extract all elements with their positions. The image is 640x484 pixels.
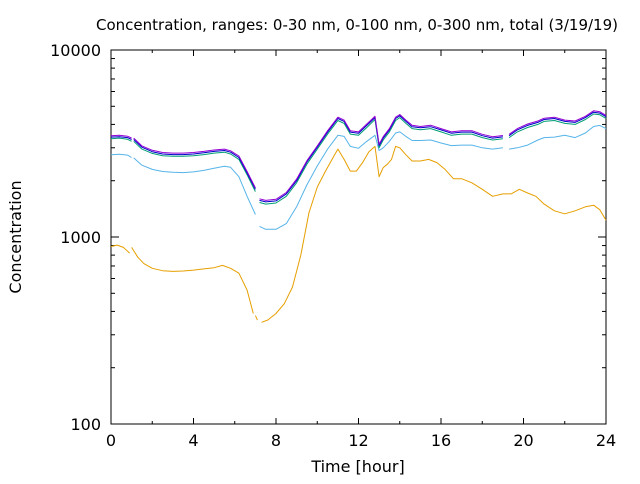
x-tick-label: 8 bbox=[271, 431, 281, 450]
series-2-line-segment bbox=[133, 140, 256, 192]
x-tick-label: 4 bbox=[188, 431, 198, 450]
series-1-line-segment bbox=[509, 124, 607, 150]
series-4-line-segment bbox=[259, 114, 503, 201]
series-2-line-segment bbox=[259, 117, 503, 205]
plot-frame bbox=[110, 49, 607, 425]
series-0-line-segment bbox=[131, 247, 254, 314]
series-4-line-segment bbox=[508, 110, 607, 135]
x-tick-label: 16 bbox=[431, 431, 451, 450]
y-tick-label: 100 bbox=[70, 415, 101, 434]
series-3-line-segment bbox=[259, 115, 503, 203]
series-0-line-segment bbox=[254, 315, 258, 321]
series-4-line-segment bbox=[110, 134, 132, 139]
chart-title: Concentration, ranges: 0-30 nm, 0-100 nm… bbox=[96, 16, 618, 34]
y-tick-label: 1000 bbox=[60, 228, 101, 247]
series-lines bbox=[110, 110, 607, 323]
x-axis-label: Time [hour] bbox=[310, 457, 404, 476]
series-2-line-segment bbox=[508, 113, 607, 139]
series-3-line-segment bbox=[133, 139, 256, 190]
series-4-line-segment bbox=[133, 137, 256, 189]
series-3-line-segment bbox=[110, 136, 132, 140]
x-tick-label: 20 bbox=[513, 431, 533, 450]
series-1-line-segment bbox=[259, 131, 503, 230]
series-1-line-segment bbox=[110, 153, 132, 158]
x-tick-label: 12 bbox=[348, 431, 368, 450]
y-axis-label: Concentration bbox=[6, 180, 25, 293]
x-tick-label: 0 bbox=[106, 431, 116, 450]
series-3-line-segment bbox=[508, 111, 607, 137]
y-tick-label: 10000 bbox=[50, 41, 101, 60]
x-tick-label: 24 bbox=[596, 431, 616, 450]
series-0-line-segment bbox=[261, 145, 607, 323]
series-0-line-segment bbox=[110, 244, 130, 254]
series-2-line-segment bbox=[110, 137, 132, 142]
series-1-line-segment bbox=[133, 157, 256, 215]
axis-ticks: 0 4 8 12 16 20 24 100 1000 10000 bbox=[50, 41, 616, 450]
